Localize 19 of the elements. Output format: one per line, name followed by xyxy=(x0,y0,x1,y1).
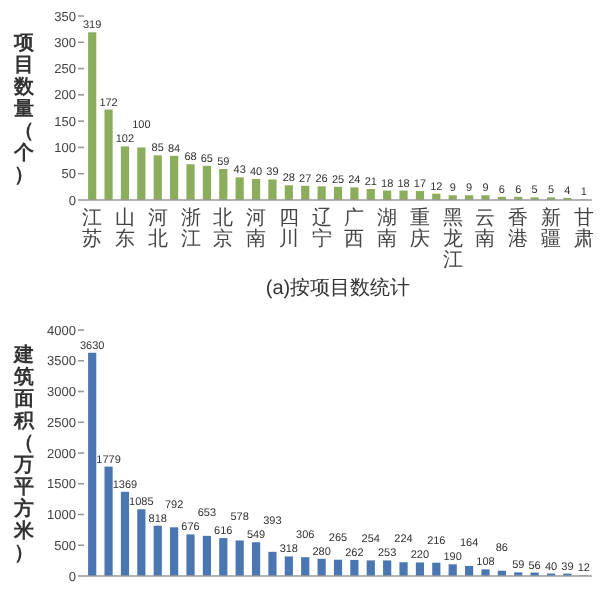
x-tick-label: 黑龙江 xyxy=(442,208,463,272)
x-tick-label: 香港 xyxy=(508,206,529,251)
y-axis-title: 项目数量（个） xyxy=(12,33,36,187)
x-tick-label: 河南 xyxy=(246,206,267,251)
x-tick-label: 重庆 xyxy=(409,206,430,251)
x-tick-label: 北京 xyxy=(213,206,234,251)
x-tick-label: 新疆 xyxy=(541,206,562,251)
text: 建筑面积（万平方米） xyxy=(14,345,34,565)
x-tick-label: 四川 xyxy=(278,208,299,251)
x-tick-label: 河北 xyxy=(147,206,168,251)
x-tick-label: 甘肃 xyxy=(573,206,594,251)
x-tick-label: 广西 xyxy=(344,206,365,251)
x-tick-label: 浙江 xyxy=(180,206,201,251)
x-tick-label: 湖南 xyxy=(377,206,398,251)
x-tick-label: 辽宁 xyxy=(311,206,332,251)
text: (a)按项目数统计 xyxy=(265,276,411,300)
x-tick-label: 云南 xyxy=(475,208,496,251)
x-tick-label: 山东 xyxy=(114,206,135,251)
x-tick-label: 江苏 xyxy=(82,206,103,251)
